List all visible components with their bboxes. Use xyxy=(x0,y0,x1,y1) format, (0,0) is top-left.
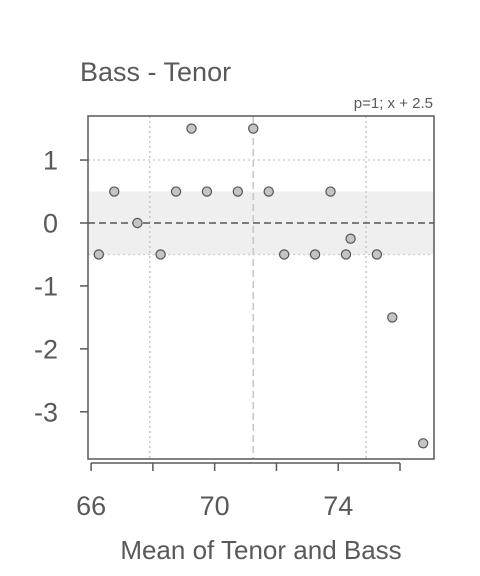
y-tick-label: -3 xyxy=(34,397,58,427)
data-point xyxy=(372,250,381,259)
data-point xyxy=(94,250,103,259)
data-point xyxy=(419,439,428,448)
x-axis: 66 70 74 xyxy=(76,463,400,521)
y-tick-label: 0 xyxy=(43,208,58,238)
x-tick-label: 70 xyxy=(200,491,230,521)
x-tick-label: 74 xyxy=(323,491,353,521)
data-point xyxy=(171,187,180,196)
data-point xyxy=(202,187,211,196)
data-point xyxy=(110,187,119,196)
data-point xyxy=(187,124,196,133)
data-points xyxy=(94,124,428,448)
x-axis-title: Mean of Tenor and Bass xyxy=(120,535,401,565)
data-point xyxy=(388,313,397,322)
data-point xyxy=(249,124,258,133)
data-point xyxy=(346,234,355,243)
x-tick-label: 66 xyxy=(76,491,106,521)
y-axis: 1 0 -1 -2 -3 xyxy=(34,146,88,428)
data-point xyxy=(326,187,335,196)
data-point xyxy=(156,250,165,259)
y-tick-label: -2 xyxy=(34,334,58,364)
data-point xyxy=(310,250,319,259)
data-point xyxy=(133,218,142,227)
data-point xyxy=(280,250,289,259)
data-point xyxy=(341,250,350,259)
chart-title: Bass - Tenor xyxy=(80,57,231,87)
data-point xyxy=(264,187,273,196)
reference-lines xyxy=(150,116,366,459)
data-point xyxy=(233,187,242,196)
y-tick-label: 1 xyxy=(43,146,58,176)
y-tick-label: -1 xyxy=(34,271,58,301)
plot-frame xyxy=(88,116,434,459)
chart-annotation: p=1; x + 2.5 xyxy=(354,95,433,112)
